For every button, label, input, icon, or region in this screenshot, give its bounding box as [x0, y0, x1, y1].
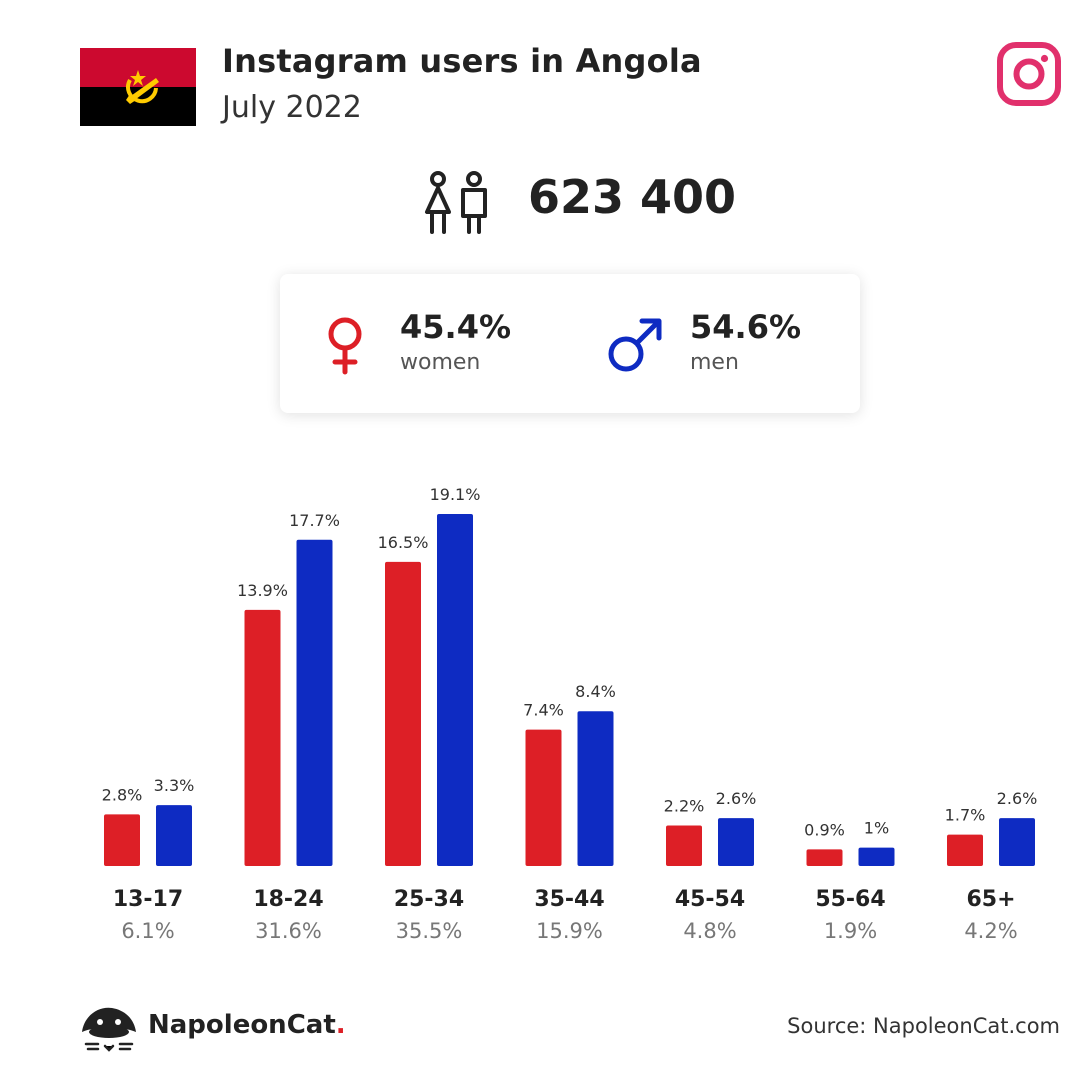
data-label-women: 7.4%: [523, 701, 564, 720]
category-total: 1.9%: [824, 919, 877, 943]
brand-name: NapoleonCat.: [148, 1010, 346, 1040]
bar-women: [244, 609, 281, 866]
category-total: 6.1%: [121, 919, 174, 943]
category-label: 45-54: [675, 887, 745, 912]
instagram-icon: [997, 42, 1061, 106]
bar-men: [577, 711, 614, 866]
napoleoncat-logo-icon: [82, 1007, 136, 1052]
brand-name-text: NapoleonCat: [148, 1010, 336, 1040]
bar-men: [437, 514, 473, 866]
age-gender-bar-chart: 2.8% 3.3% 13-17 6.1% 13.9% 17.7% 18-24 31.6% 16.…: [102, 485, 1038, 943]
data-label-men: 19.1%: [430, 485, 481, 504]
women-label: women: [400, 350, 481, 375]
bar-women: [104, 814, 140, 866]
bar-men: [296, 539, 333, 866]
bar-women: [525, 729, 562, 866]
bar-women: [666, 825, 702, 866]
category-label: 65+: [966, 887, 1015, 912]
female-symbol-icon: [328, 317, 362, 375]
data-label-men: 2.6%: [997, 789, 1038, 808]
male-symbol-icon: [608, 318, 662, 372]
data-label-women: 16.5%: [378, 533, 429, 552]
bar-men: [156, 805, 192, 866]
gender-summary-card: 45.4% women 54.6% men: [280, 274, 860, 413]
total-users: 623 400: [528, 170, 737, 224]
users-icon: [425, 171, 487, 234]
angola-flag-icon: [80, 48, 196, 126]
category-total: 4.2%: [964, 919, 1017, 943]
category-total: 15.9%: [536, 919, 603, 943]
category-label: 35-44: [534, 887, 604, 912]
brand-dot: .: [335, 1010, 346, 1040]
page-subtitle: July 2022: [222, 90, 362, 125]
bar-men: [718, 818, 754, 866]
data-label-men: 2.6%: [716, 789, 757, 808]
bar-women: [947, 834, 983, 866]
source-credit: Source: NapoleonCat.com: [787, 1014, 1060, 1038]
category-total: 4.8%: [683, 919, 736, 943]
data-label-women: 0.9%: [804, 820, 845, 839]
men-percent: 54.6%: [690, 308, 802, 346]
data-label-women: 1.7%: [945, 806, 986, 825]
data-label-men: 3.3%: [154, 776, 195, 795]
category-total: 31.6%: [255, 919, 322, 943]
bar-women: [806, 849, 843, 866]
data-label-men: 8.4%: [575, 682, 616, 701]
page-title: Instagram users in Angola: [222, 42, 702, 80]
data-label-men: 1%: [864, 819, 889, 838]
bar-men: [999, 818, 1035, 866]
data-label-women: 2.8%: [102, 785, 143, 804]
bar-women: [385, 561, 421, 866]
men-label: men: [690, 350, 739, 375]
data-label-women: 2.2%: [664, 796, 705, 815]
category-total: 35.5%: [396, 919, 463, 943]
bar-men: [858, 847, 895, 866]
category-label: 18-24: [253, 887, 323, 912]
data-label-men: 17.7%: [289, 511, 340, 530]
category-label: 25-34: [394, 887, 464, 912]
category-label: 55-64: [815, 887, 885, 912]
category-label: 13-17: [113, 887, 183, 912]
data-label-women: 13.9%: [237, 581, 288, 600]
women-percent: 45.4%: [400, 308, 512, 346]
